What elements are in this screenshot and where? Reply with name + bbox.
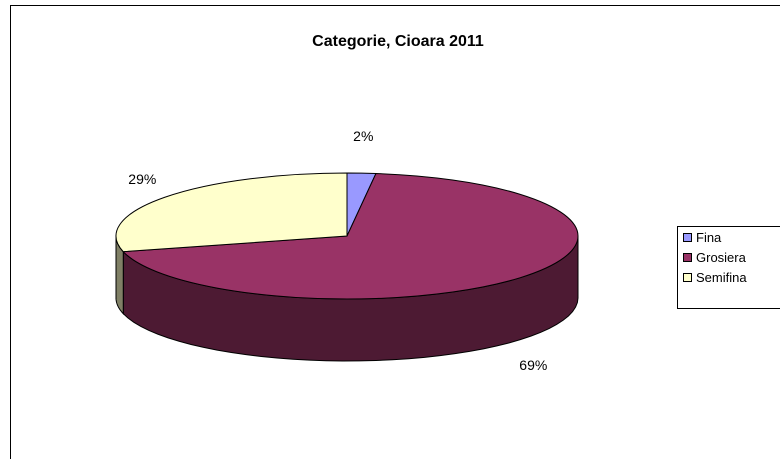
legend-label-fina: Fina (696, 230, 722, 245)
pie-slice-semifina (115, 172, 348, 253)
data-label-semifina: 29% (128, 171, 156, 187)
legend-box (677, 226, 780, 309)
legend-swatch-grosiera (683, 253, 692, 262)
pie (115, 172, 579, 362)
legend-label-grosiera: Grosiera (696, 250, 747, 265)
chart-title: Categorie, Cioara 2011 (312, 33, 484, 50)
data-label-fina: 2% (353, 128, 373, 144)
legend: Fina Grosiera Semifina (677, 226, 780, 309)
data-labels: 2% 69% 29% (128, 128, 547, 373)
legend-label-semifina: Semifina (696, 270, 747, 285)
legend-swatch-semifina (683, 273, 692, 282)
pie-slice-grosiera (122, 172, 579, 300)
legend-swatch-fina (683, 233, 692, 242)
data-label-grosiera: 69% (519, 357, 547, 373)
